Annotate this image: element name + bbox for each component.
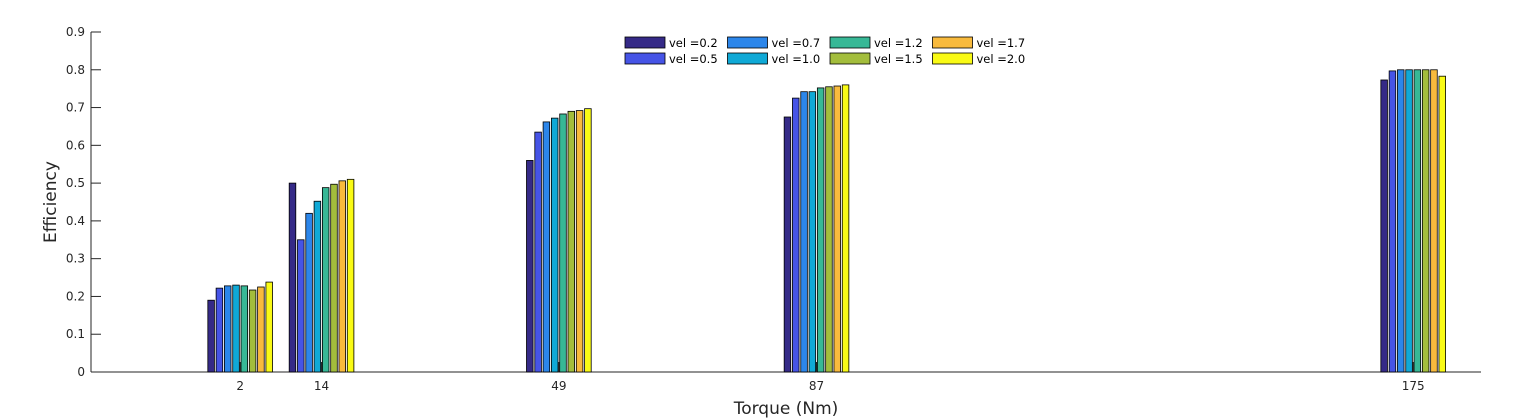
bars (207, 69, 1446, 373)
y-tick-label: 0.3 (66, 252, 85, 266)
bar (808, 91, 817, 373)
bar (575, 110, 584, 373)
bar (1380, 79, 1388, 373)
legend-label: vel =1.0 (772, 52, 821, 66)
legend-label: vel =2.0 (977, 52, 1026, 66)
bar (313, 200, 322, 373)
y-tick-label: 0.1 (66, 327, 85, 341)
legend-swatch (932, 36, 973, 49)
legend-swatch (932, 52, 973, 65)
y-tick-label: 0.9 (66, 25, 85, 39)
bar (305, 212, 313, 373)
y-tick-label: 0.2 (66, 289, 85, 303)
bar (257, 286, 265, 373)
bar (1438, 75, 1446, 373)
bar (338, 180, 346, 373)
bar (833, 85, 841, 373)
y-tick-label: 0.7 (66, 101, 85, 115)
bar (567, 110, 575, 373)
legend-swatch (829, 52, 871, 65)
bar (297, 239, 305, 373)
legend-label: vel =0.5 (669, 52, 718, 66)
bar (224, 285, 232, 373)
legend-label: vel =0.2 (669, 36, 718, 50)
bar (330, 183, 338, 373)
legend-swatch (624, 52, 666, 65)
bar (207, 299, 215, 373)
x-axis-label: Torque (Nm) (733, 399, 839, 419)
legend: vel =0.2 vel =0.5 vel =0.7 vel =1.0 vel =1.2… (620, 34, 1034, 70)
legend-swatch (624, 36, 666, 49)
bar (1405, 69, 1413, 373)
bar (1421, 69, 1430, 373)
legend-swatch (829, 36, 871, 49)
bar (1397, 69, 1405, 373)
y-tick-label: 0.6 (66, 138, 85, 152)
bar (321, 187, 330, 373)
y-tick-label: 0.5 (66, 176, 85, 190)
legend-label: vel =1.5 (874, 52, 923, 66)
bar (534, 131, 542, 373)
bar (526, 160, 534, 373)
x-tick-label: 14 (314, 379, 329, 393)
x-tick-label: 175 (1402, 379, 1425, 393)
legend-label: vel =1.2 (874, 36, 923, 50)
bar (551, 117, 559, 373)
bar (1430, 69, 1438, 373)
bar (240, 285, 249, 373)
bar (1413, 69, 1422, 373)
bar (215, 287, 224, 373)
bar (265, 281, 273, 373)
bar (841, 84, 850, 373)
x-tick-label: 87 (809, 379, 824, 393)
bar (783, 116, 792, 373)
x-tick-label: 49 (551, 379, 566, 393)
y-tick-label: 0.4 (66, 214, 85, 228)
bar (584, 108, 592, 373)
ticks: 0 0.1 0.2 0.3 0.4 0.5 0.6 0.7 0.8 0.9 2 14 49 87 175 (66, 25, 1425, 393)
bar (816, 87, 825, 373)
bar (542, 121, 551, 373)
bar (288, 182, 297, 373)
legend-label: vel =0.7 (772, 36, 821, 50)
bar (346, 178, 355, 373)
bar (792, 97, 800, 373)
y-tick-label: 0 (77, 365, 85, 379)
bar (248, 289, 257, 373)
y-tick-label: 0.8 (66, 63, 85, 77)
bar (1388, 70, 1397, 373)
bar (825, 86, 833, 373)
bar (559, 113, 567, 373)
bar (800, 91, 808, 373)
x-tick-label: 2 (236, 379, 244, 393)
legend-label: vel =1.7 (977, 36, 1026, 50)
legend-swatch (727, 36, 768, 49)
y-axis-label: Efficiency (41, 161, 61, 243)
bar (232, 284, 240, 373)
legend-swatch (727, 52, 768, 65)
